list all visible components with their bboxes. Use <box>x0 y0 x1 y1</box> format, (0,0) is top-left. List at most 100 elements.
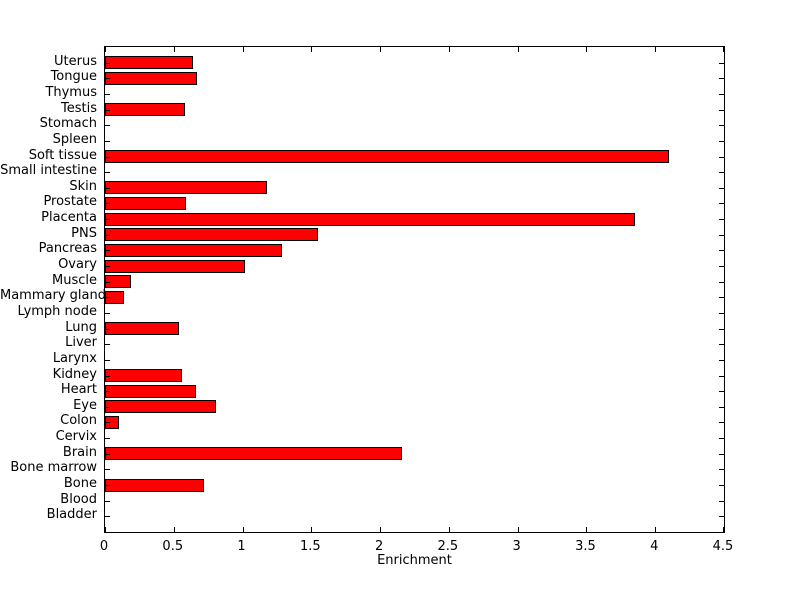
y-tick-label: Testis <box>61 100 97 116</box>
bar-heart <box>105 384 196 398</box>
x-tick <box>380 527 381 532</box>
y-tick <box>719 516 724 518</box>
y-tick-label: Soft tissue <box>28 147 97 163</box>
y-tick <box>719 328 724 330</box>
x-tick <box>518 527 519 532</box>
x-tick <box>655 527 656 532</box>
x-tick <box>174 527 175 532</box>
x-tick-label: 1 <box>237 539 246 554</box>
y-tick-label: Liver <box>65 335 97 351</box>
y-tick-label: Skin <box>69 178 97 194</box>
x-tick-label: 0.5 <box>162 539 184 554</box>
y-tick <box>719 93 724 95</box>
x-tick <box>105 47 106 52</box>
x-tick <box>586 47 587 52</box>
y-tick-label: Ovary <box>58 257 97 273</box>
bar-pns <box>105 228 319 242</box>
y-tick <box>105 140 110 142</box>
y-tick-label: Heart <box>60 382 97 398</box>
x-tick-label: 3 <box>512 539 521 554</box>
y-tick <box>105 344 110 346</box>
y-tick-label: Larynx <box>52 350 97 366</box>
x-tick <box>311 527 312 532</box>
y-tick <box>105 422 110 424</box>
y-tick <box>105 485 110 487</box>
y-tick <box>719 391 724 393</box>
bar-skin <box>105 181 268 195</box>
y-tick <box>105 234 110 236</box>
y-tick <box>105 219 110 221</box>
x-tick <box>380 47 381 52</box>
y-tick <box>105 93 110 95</box>
y-tick <box>105 250 110 252</box>
x-tick-label: 1.5 <box>299 539 321 554</box>
bar-brain <box>105 447 403 461</box>
y-tick-label: Pancreas <box>38 241 97 257</box>
y-tick <box>105 312 110 314</box>
y-tick <box>719 312 724 314</box>
y-tick-label: Bone marrow <box>10 460 97 476</box>
y-tick <box>105 187 110 189</box>
y-tick <box>719 187 724 189</box>
x-tick <box>174 47 175 52</box>
y-tick-label: Cervix <box>55 429 97 445</box>
x-tick <box>311 47 312 52</box>
bar-bone <box>105 478 205 492</box>
bar-soft-tissue <box>105 150 669 164</box>
plot-area <box>104 46 725 533</box>
y-tick-label: Bladder <box>46 507 97 523</box>
y-tick-label: Colon <box>60 413 97 429</box>
y-tick <box>719 234 724 236</box>
x-tick <box>105 527 106 532</box>
x-tick-label: 3.5 <box>575 539 596 554</box>
x-tick <box>655 47 656 52</box>
y-tick <box>105 406 110 408</box>
y-tick-label: Stomach <box>39 116 97 132</box>
x-tick <box>518 47 519 52</box>
bar-kidney <box>105 369 183 383</box>
x-tick <box>449 527 450 532</box>
x-tick <box>723 527 724 532</box>
bar-eye <box>105 400 217 414</box>
y-tick <box>105 438 110 440</box>
x-tick-label: 0 <box>99 539 109 554</box>
y-tick <box>719 359 724 361</box>
bar-lung <box>105 322 180 336</box>
x-tick <box>723 47 724 52</box>
y-tick-label: Uterus <box>54 53 97 69</box>
y-tick-label: Muscle <box>52 272 97 288</box>
y-tick <box>719 375 724 377</box>
y-tick <box>105 203 110 205</box>
x-tick-label: 2 <box>374 539 384 554</box>
y-tick <box>105 62 110 64</box>
y-tick <box>105 172 110 174</box>
x-tick <box>586 527 587 532</box>
y-tick-label: Blood <box>60 491 97 507</box>
y-tick <box>105 109 110 111</box>
x-tick <box>243 527 244 532</box>
bar-pancreas <box>105 243 283 257</box>
y-tick <box>105 469 110 471</box>
y-tick-label: Tongue <box>50 69 97 85</box>
y-tick <box>105 359 110 361</box>
y-tick-label: Placenta <box>41 210 97 226</box>
y-tick <box>719 156 724 158</box>
y-tick-label: Kidney <box>52 366 97 382</box>
y-tick <box>719 469 724 471</box>
y-tick <box>719 266 724 268</box>
y-tick-label: Mammary gland <box>0 288 106 304</box>
x-tick-label: 4.5 <box>712 539 734 554</box>
y-tick <box>719 250 724 252</box>
x-axis-title: Enrichment <box>377 553 452 568</box>
y-tick <box>105 78 110 80</box>
y-tick <box>719 344 724 346</box>
y-tick <box>719 485 724 487</box>
y-tick <box>105 516 110 518</box>
y-tick <box>719 172 724 174</box>
bar-tongue <box>105 71 198 85</box>
y-tick <box>105 453 110 455</box>
x-tick-label: 2.5 <box>437 539 459 554</box>
y-tick <box>719 78 724 80</box>
y-tick <box>719 203 724 205</box>
y-tick <box>105 328 110 330</box>
